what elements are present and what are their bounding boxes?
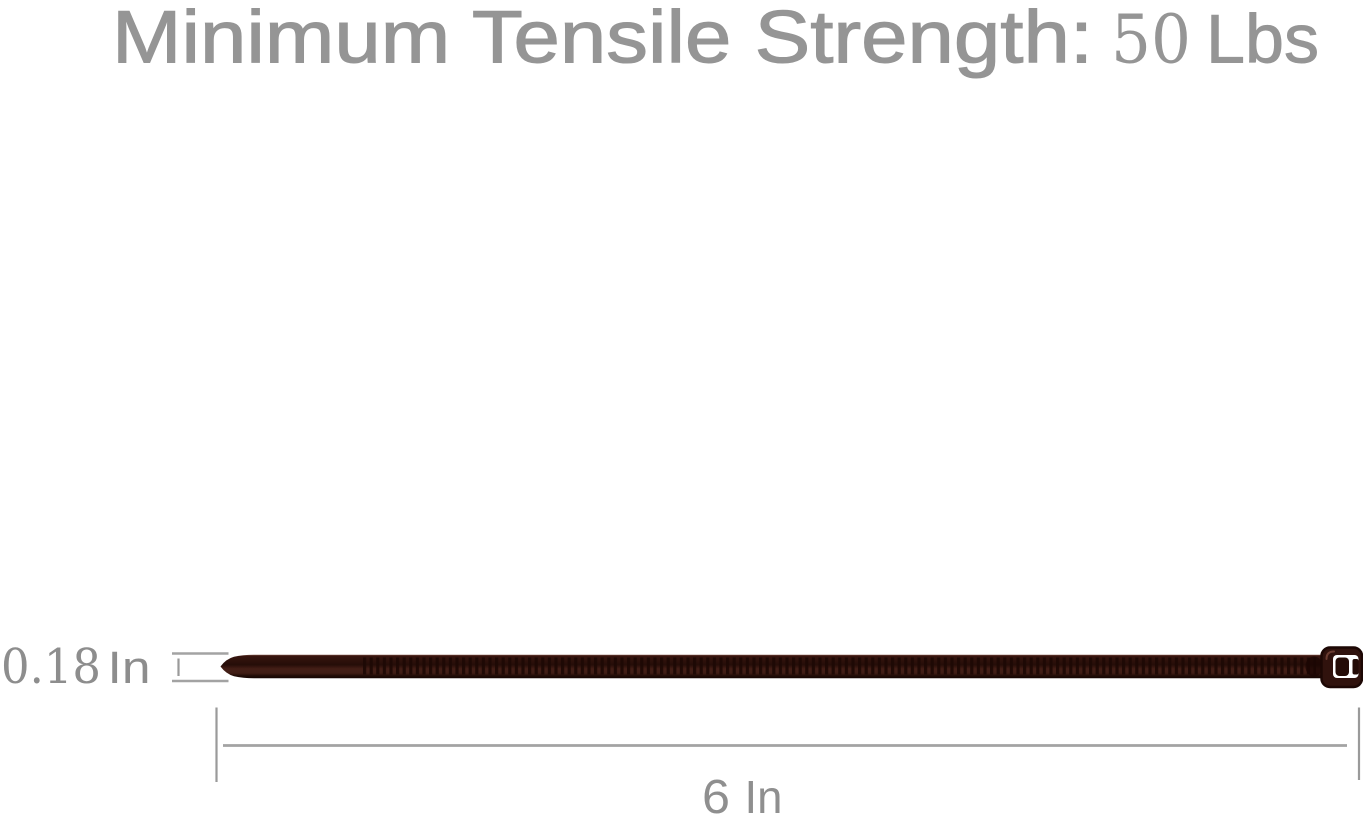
length-annotation: 6 In [215, 707, 1361, 817]
cable-tie-teeth [360, 657, 1316, 675]
cable-tie-head-pawl [1335, 657, 1349, 676]
title: Minimum Tensile Strength: 50 Lbs [111, 0, 1319, 79]
length-unit: In [745, 771, 783, 817]
tensile-strength-unit: Lbs [1206, 1, 1319, 78]
cable-tie-neck-shadow [1305, 656, 1323, 677]
cable-tie-head-latch-bar [1352, 659, 1359, 675]
width-unit: In [108, 642, 151, 693]
cable-tie-illustration [220, 646, 1363, 689]
tensile-strength-label: Minimum Tensile Strength: [112, 0, 1093, 79]
width-value: 0.18 [1, 639, 101, 695]
tensile-strength-value: 50 [1111, 1, 1191, 79]
cable-tie-head-highlight [1325, 650, 1335, 660]
width-annotation: 0.18 In [1, 639, 229, 695]
length-value: 6 [702, 771, 730, 817]
